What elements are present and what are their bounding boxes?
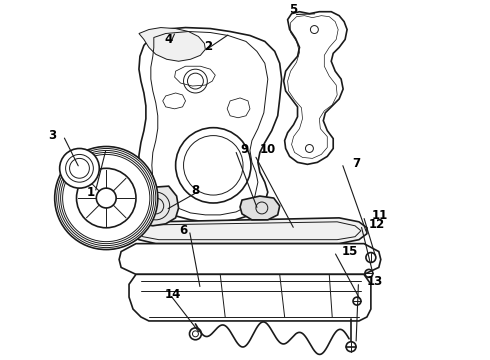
Circle shape [55,147,158,249]
Text: 9: 9 [240,143,248,156]
Polygon shape [240,196,280,220]
Polygon shape [129,274,371,321]
Text: 13: 13 [367,275,383,288]
Text: 4: 4 [165,33,173,46]
Text: 14: 14 [165,288,181,301]
Text: 7: 7 [352,157,360,170]
Polygon shape [119,244,381,274]
Polygon shape [131,186,178,226]
Text: 8: 8 [192,184,200,197]
Circle shape [188,73,203,89]
Polygon shape [139,28,205,61]
Circle shape [184,136,243,195]
Circle shape [60,148,99,188]
Polygon shape [139,28,282,222]
Text: 1: 1 [87,186,95,199]
Circle shape [76,168,136,228]
Circle shape [63,154,150,242]
Text: 10: 10 [260,143,276,156]
Circle shape [346,342,356,352]
Text: 2: 2 [204,40,212,53]
Text: 11: 11 [371,210,388,222]
Circle shape [184,69,207,93]
Text: 5: 5 [289,3,297,16]
Circle shape [366,253,376,262]
Circle shape [311,26,319,33]
Text: 6: 6 [179,224,188,237]
Circle shape [175,128,251,203]
Circle shape [305,144,314,152]
Text: 12: 12 [369,218,385,231]
Polygon shape [131,218,367,244]
Text: 3: 3 [49,129,56,142]
Circle shape [97,188,116,208]
Polygon shape [284,12,347,165]
Text: 15: 15 [342,245,359,258]
